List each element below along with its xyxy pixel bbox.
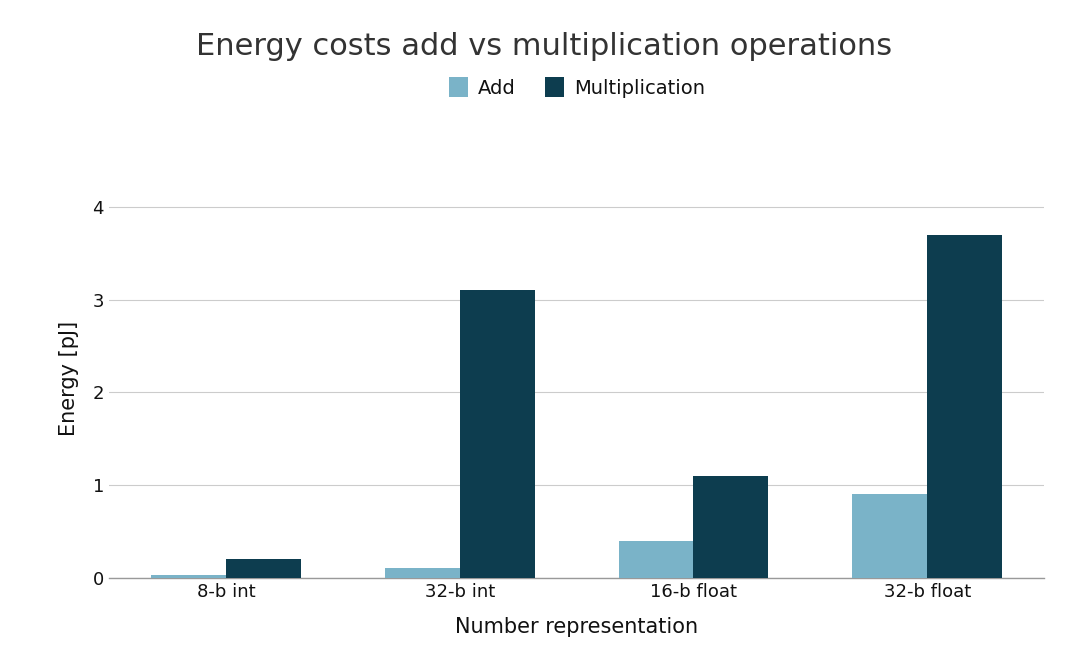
Bar bbox=[852, 494, 927, 578]
Bar bbox=[385, 568, 460, 578]
Text: Energy costs add vs multiplication operations: Energy costs add vs multiplication opera… bbox=[196, 32, 892, 61]
Bar bbox=[460, 290, 534, 578]
Bar bbox=[619, 540, 693, 578]
Bar bbox=[226, 559, 301, 578]
Bar bbox=[151, 575, 226, 578]
Y-axis label: Energy [pJ]: Energy [pJ] bbox=[59, 321, 78, 436]
X-axis label: Number representation: Number representation bbox=[455, 618, 698, 637]
Legend: Add, Multiplication: Add, Multiplication bbox=[441, 70, 713, 106]
Bar bbox=[693, 476, 768, 578]
Bar bbox=[927, 235, 1002, 578]
